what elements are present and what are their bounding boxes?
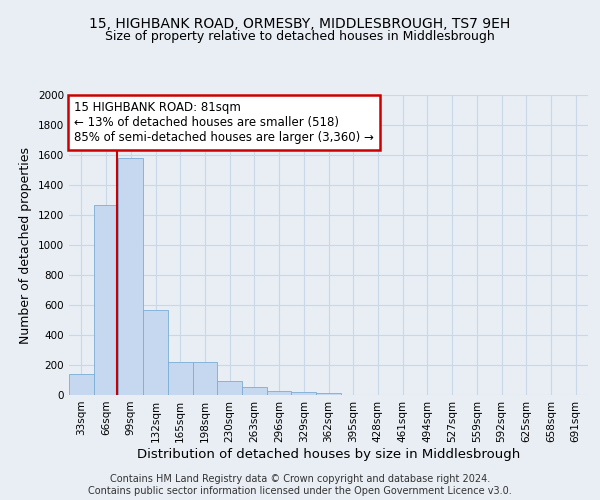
Bar — [217, 381, 242, 395]
Bar — [267, 391, 292, 395]
Text: Contains HM Land Registry data © Crown copyright and database right 2024.: Contains HM Land Registry data © Crown c… — [110, 474, 490, 484]
Bar — [242, 387, 267, 395]
Bar — [94, 204, 118, 395]
Bar — [292, 392, 316, 395]
X-axis label: Distribution of detached houses by size in Middlesbrough: Distribution of detached houses by size … — [137, 448, 520, 460]
Text: Size of property relative to detached houses in Middlesbrough: Size of property relative to detached ho… — [105, 30, 495, 43]
Text: 15, HIGHBANK ROAD, ORMESBY, MIDDLESBROUGH, TS7 9EH: 15, HIGHBANK ROAD, ORMESBY, MIDDLESBROUG… — [89, 18, 511, 32]
Y-axis label: Number of detached properties: Number of detached properties — [19, 146, 32, 344]
Bar — [168, 362, 193, 395]
Text: Contains public sector information licensed under the Open Government Licence v3: Contains public sector information licen… — [88, 486, 512, 496]
Bar — [193, 362, 217, 395]
Bar — [143, 310, 168, 395]
Bar — [316, 393, 341, 395]
Text: 15 HIGHBANK ROAD: 81sqm
← 13% of detached houses are smaller (518)
85% of semi-d: 15 HIGHBANK ROAD: 81sqm ← 13% of detache… — [74, 101, 374, 144]
Bar — [118, 158, 143, 395]
Bar — [69, 374, 94, 395]
